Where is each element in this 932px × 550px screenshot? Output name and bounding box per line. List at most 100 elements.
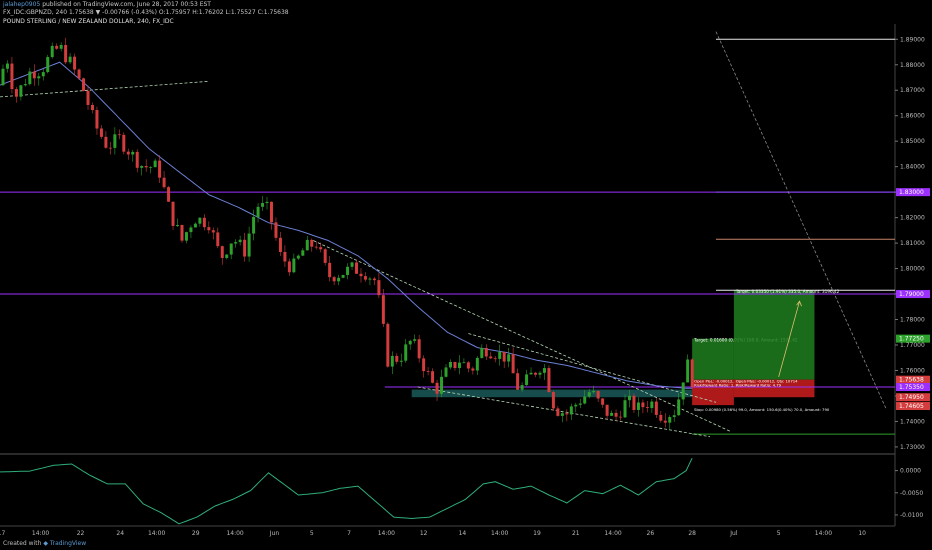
candle-body <box>28 71 32 85</box>
time-tick-label: Jul <box>729 530 738 537</box>
trade-ratio-label: Risk/Reward Ratio: 1.67 <box>694 383 740 388</box>
candle-body <box>654 401 658 415</box>
time-tick-label: 5 <box>310 530 314 537</box>
candle-body <box>10 63 14 90</box>
candle-body <box>337 277 341 282</box>
candle-body <box>32 71 36 79</box>
candle-body <box>23 84 27 86</box>
candle-body <box>556 408 560 416</box>
trendline <box>313 240 732 432</box>
candle-body <box>565 413 569 415</box>
price-badge <box>896 393 930 402</box>
candle-body <box>180 224 184 241</box>
candle-body <box>287 261 291 273</box>
trade-stop-zone <box>733 379 815 398</box>
candle-body <box>457 362 461 369</box>
publisher-name[interactable]: jalahep0905 <box>3 1 41 8</box>
candle-body <box>516 373 520 390</box>
time-tick-label: 21 <box>572 530 580 537</box>
candle-body <box>596 391 600 399</box>
candle-body <box>90 104 94 111</box>
brand-name[interactable]: TradingView <box>49 540 87 547</box>
candle-body <box>578 403 582 405</box>
time-tick-label: Jun <box>269 530 280 537</box>
candle-body <box>525 374 529 386</box>
candle-body <box>55 45 59 49</box>
trendline <box>417 386 711 438</box>
trendline <box>715 31 887 409</box>
price-badge-label: 1.75350 <box>899 384 924 391</box>
candle-body <box>37 76 41 79</box>
candle-body <box>59 44 63 49</box>
chart-title: POUND STERLING / NEW ZEALAND DOLLAR, 240… <box>3 18 174 25</box>
osc-tick-label: 0.0000 <box>900 468 921 475</box>
candle-body <box>86 90 90 105</box>
time-tick-label: 22 <box>77 530 85 537</box>
candle-body <box>440 376 444 394</box>
candle-body <box>50 45 54 58</box>
time-tick-label: 26 <box>647 530 655 537</box>
candle-body <box>587 392 591 397</box>
candle-body <box>216 232 220 247</box>
candle-body <box>220 246 224 258</box>
candle-body <box>592 391 596 393</box>
candle-body <box>368 278 372 280</box>
candle-body <box>64 44 68 63</box>
candle-body <box>507 354 511 362</box>
candle-body <box>614 412 618 417</box>
price-badge-label: 1.75638 <box>899 377 924 384</box>
published-text: published on TradingView.com, June 28, 2… <box>42 1 211 8</box>
price-tick-label: 1.76000 <box>900 367 925 374</box>
candle-body <box>395 355 399 362</box>
candle-body <box>480 347 484 358</box>
candle-body <box>144 165 148 168</box>
candle-body <box>444 367 448 377</box>
candle-body <box>534 372 538 375</box>
candle-body <box>538 372 542 375</box>
price-tick-label: 1.87000 <box>900 87 925 94</box>
price-tick-label: 1.82000 <box>900 215 925 222</box>
candle-body <box>5 63 9 69</box>
candles-group <box>1 37 694 430</box>
price-tick-label: 1.84000 <box>900 164 925 171</box>
price-badge-label: 1.79000 <box>899 291 924 298</box>
candle-body <box>359 273 363 277</box>
trade-stop-zone <box>692 379 734 406</box>
price-badge <box>896 290 930 299</box>
candle-body <box>113 134 117 148</box>
candle-body <box>636 402 640 410</box>
candle-body <box>511 354 515 374</box>
chart-header: jalahep0905 published on TradingView.com… <box>0 0 932 25</box>
candle-body <box>690 359 694 388</box>
price-badge <box>896 188 930 197</box>
price-badge <box>896 383 930 392</box>
candle-body <box>193 223 197 228</box>
candle-body <box>171 201 175 226</box>
candle-body <box>296 255 300 259</box>
candle-body <box>404 344 408 361</box>
candle-body <box>153 160 157 168</box>
candle-body <box>448 361 452 368</box>
candle-body <box>176 224 180 226</box>
candle-body <box>126 151 130 155</box>
candle-body <box>681 382 685 400</box>
time-tick-label: 7 <box>347 530 351 537</box>
candle-body <box>131 151 135 155</box>
candle-body <box>140 165 144 168</box>
price-tick-label: 1.81000 <box>900 240 925 247</box>
footer: Created with ◆ TradingView <box>0 538 932 550</box>
candle-body <box>82 78 86 91</box>
candle-body <box>238 239 242 243</box>
candle-body <box>225 254 229 258</box>
candle-body <box>256 206 260 217</box>
candle-body <box>323 249 327 263</box>
candle-body <box>372 278 376 281</box>
price-tick-label: 1.77000 <box>900 342 925 349</box>
candle-body <box>211 230 215 233</box>
candle-body <box>184 232 188 241</box>
candle-body <box>95 110 99 129</box>
candle-body <box>672 415 676 418</box>
candle-body <box>489 356 493 359</box>
candle-body <box>269 201 273 223</box>
